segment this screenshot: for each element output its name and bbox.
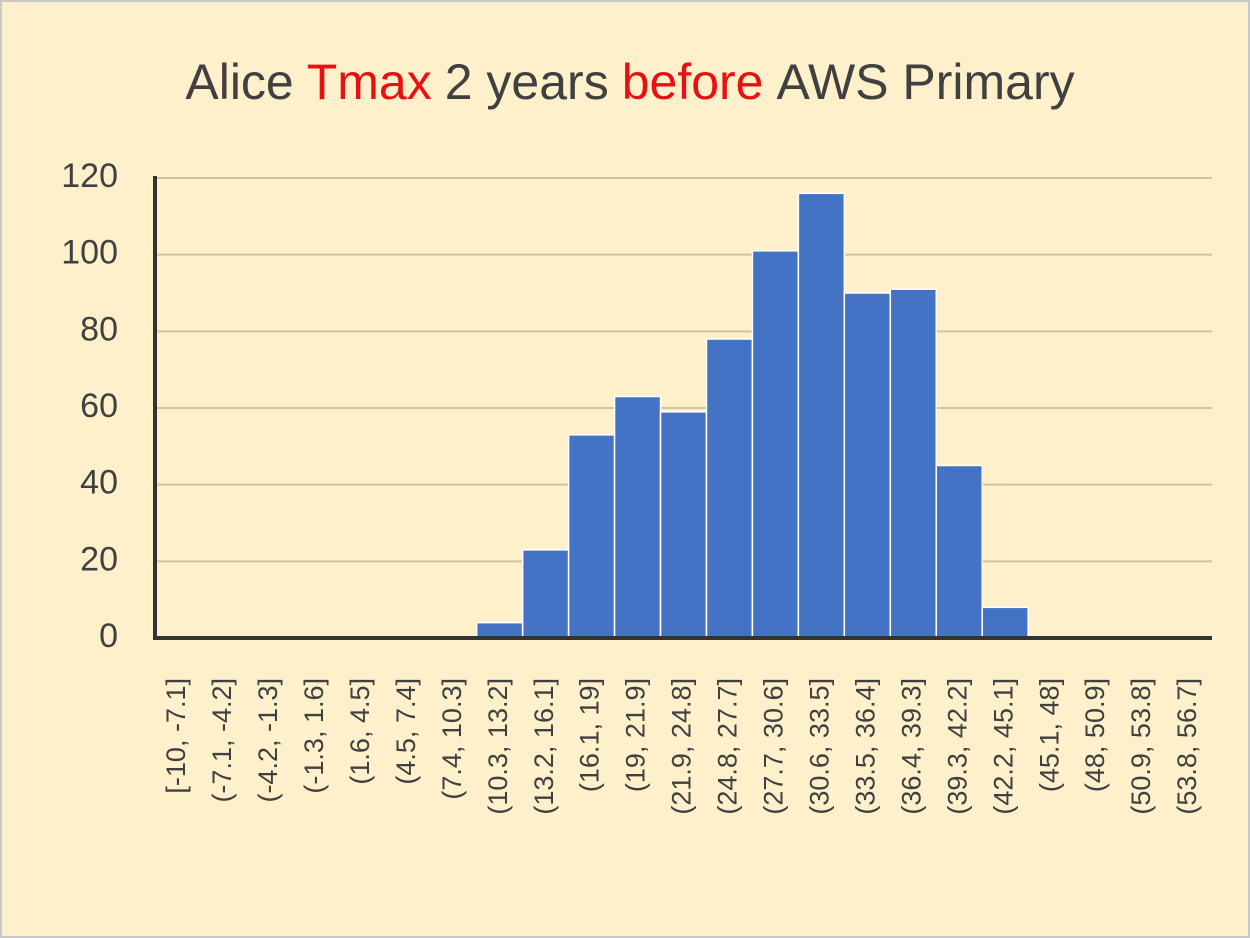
bar: [981, 606, 1029, 639]
bar: [521, 549, 570, 639]
x-tick-label: (30.6, 33.5]: [804, 678, 834, 815]
x-tick-label: (16.1, 19]: [575, 678, 605, 792]
bar: [751, 250, 800, 639]
x-tick-label: (7.4, 10.3]: [437, 678, 467, 800]
title-part: Alice: [185, 54, 293, 110]
x-tick-label: (48, 50.9]: [1080, 678, 1110, 792]
x-tick-label: (50.9, 53.8]: [1126, 678, 1156, 815]
bar: [567, 434, 616, 639]
x-tick-label: (10.3, 13.2]: [483, 678, 513, 815]
title-part: Tmax: [307, 54, 432, 110]
chart-title: Alice Tmax 2 years before AWS Primary: [185, 54, 1074, 110]
x-tick-label: (19, 21.9]: [621, 678, 651, 792]
bar: [935, 464, 983, 639]
bar: [797, 192, 846, 639]
bar: [889, 288, 938, 639]
x-tick-label: (4.5, 7.4]: [391, 678, 421, 785]
y-tick-label: 40: [80, 464, 118, 502]
x-tick-label: (13.2, 16.1]: [529, 678, 559, 815]
x-tick-label: (1.6, 4.5]: [345, 678, 375, 785]
bar: [705, 338, 754, 639]
bar: [613, 395, 662, 639]
y-tick-label: 60: [80, 387, 118, 425]
title-part: 2 years: [445, 54, 609, 110]
y-tick-label: 120: [61, 157, 118, 195]
x-tick-label: (33.5, 36.4]: [850, 678, 880, 815]
x-tick-label: (42.2, 45.1]: [988, 678, 1018, 815]
x-tick-label: (21.9, 24.8]: [667, 678, 697, 815]
x-tick-label: (39.3, 42.2]: [942, 678, 972, 815]
x-tick-label: (45.1, 48]: [1034, 678, 1064, 792]
bar: [475, 621, 524, 639]
bar: [843, 292, 892, 639]
x-tick-label: (-1.3, 1.6]: [299, 678, 329, 794]
x-tick-label: (53.8, 56.7]: [1172, 678, 1202, 815]
x-tick-label: (24.8, 27.7]: [713, 678, 743, 815]
x-tick-label: (36.4, 39.3]: [896, 678, 926, 815]
y-tick-label: 0: [99, 617, 118, 655]
title-part: AWS Primary: [776, 54, 1074, 110]
x-tick-label: (-7.1, -4.2]: [207, 678, 237, 803]
y-tick-label: 80: [80, 310, 118, 348]
y-tick-label: 100: [61, 234, 118, 272]
x-tick-label: [-10, -7.1]: [161, 678, 191, 794]
bar: [659, 411, 708, 639]
x-tick-label: (27.7, 30.6]: [759, 678, 789, 815]
title-part: before: [622, 54, 764, 110]
y-tick-label: 20: [80, 540, 118, 578]
x-tick-label: (-4.2, -1.3]: [253, 678, 283, 803]
